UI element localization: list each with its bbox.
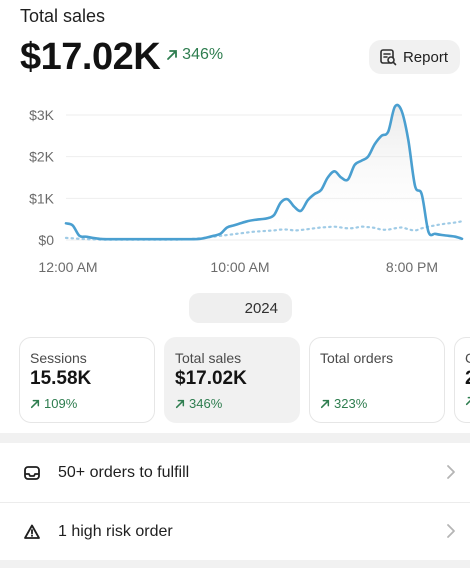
metrics-row: Sessions 15.58K 109% Total sales $17.02K… bbox=[19, 337, 470, 425]
metric-card-partial[interactable]: C 2 bbox=[454, 337, 470, 423]
sales-line-chart: $3K $2K $1K $0 12:00 AM 10:00 AM 8:00 PM bbox=[29, 103, 464, 275]
year-label: 2024 bbox=[244, 299, 278, 317]
metric-card-total-sales[interactable]: Total sales $17.02K 346% bbox=[164, 337, 300, 423]
inbox-icon bbox=[22, 463, 42, 483]
y-tick-label: $3K bbox=[29, 107, 55, 123]
y-tick-label: $0 bbox=[38, 232, 54, 248]
total-sales-summary: $17.02K 346% bbox=[20, 36, 223, 79]
y-tick-label: $2K bbox=[29, 149, 55, 165]
x-tick-label: 12:00 AM bbox=[38, 259, 97, 275]
task-label: 1 high risk order bbox=[58, 523, 173, 540]
metric-card-total-orders[interactable]: Total orders 323% bbox=[309, 337, 445, 423]
section-divider bbox=[0, 433, 470, 443]
metric-trend-value: 109% bbox=[44, 396, 78, 411]
report-button[interactable]: Report bbox=[368, 40, 460, 74]
total-sales-trend: 346% bbox=[166, 46, 223, 64]
trend-up-icon bbox=[320, 399, 330, 408]
metric-label: Total sales bbox=[175, 350, 242, 366]
trend-up-icon bbox=[30, 399, 40, 408]
metric-label: Total orders bbox=[320, 350, 394, 366]
task-row-high-risk-order[interactable]: 1 high risk order bbox=[0, 503, 470, 561]
metric-label: C bbox=[465, 350, 470, 366]
metric-trend-value: 346% bbox=[189, 396, 223, 411]
metric-trend bbox=[465, 396, 470, 406]
task-row-orders-to-fulfill[interactable]: 50+ orders to fulfill bbox=[0, 444, 470, 502]
total-sales-trend-value: 346% bbox=[182, 46, 224, 63]
total-sales-value: $17.02K bbox=[20, 36, 161, 78]
metric-trend: 109% bbox=[30, 396, 144, 411]
report-icon bbox=[380, 49, 397, 66]
row-divider bbox=[0, 502, 470, 503]
bottom-divider bbox=[0, 560, 470, 568]
metric-value: 2 bbox=[465, 368, 470, 390]
metric-trend: 346% bbox=[175, 396, 289, 411]
warning-triangle-icon bbox=[22, 522, 42, 542]
trend-up-icon bbox=[167, 50, 178, 60]
page-title: Total sales bbox=[20, 6, 106, 26]
metric-value bbox=[320, 368, 434, 390]
year-selector[interactable]: 2024 bbox=[189, 293, 292, 323]
metric-trend: 323% bbox=[320, 396, 434, 411]
chevron-right-icon bbox=[447, 465, 455, 479]
metric-card-sessions[interactable]: Sessions 15.58K 109% bbox=[19, 337, 155, 423]
metric-value: $17.02K bbox=[175, 368, 247, 389]
chevron-right-icon bbox=[447, 524, 455, 538]
sales-series-line bbox=[64, 103, 464, 241]
trend-up-icon bbox=[175, 399, 185, 408]
x-tick-label: 8:00 PM bbox=[386, 259, 438, 275]
y-tick-label: $1K bbox=[29, 190, 55, 206]
report-button-label: Report bbox=[402, 48, 448, 66]
metric-trend-value: 323% bbox=[334, 396, 368, 411]
task-label: 50+ orders to fulfill bbox=[58, 464, 190, 481]
trend-up-icon bbox=[465, 396, 470, 406]
metric-value: 15.58K bbox=[30, 368, 92, 389]
metric-label: Sessions bbox=[30, 350, 87, 366]
sales-area-fill bbox=[66, 104, 462, 240]
x-tick-label: 10:00 AM bbox=[210, 259, 269, 275]
